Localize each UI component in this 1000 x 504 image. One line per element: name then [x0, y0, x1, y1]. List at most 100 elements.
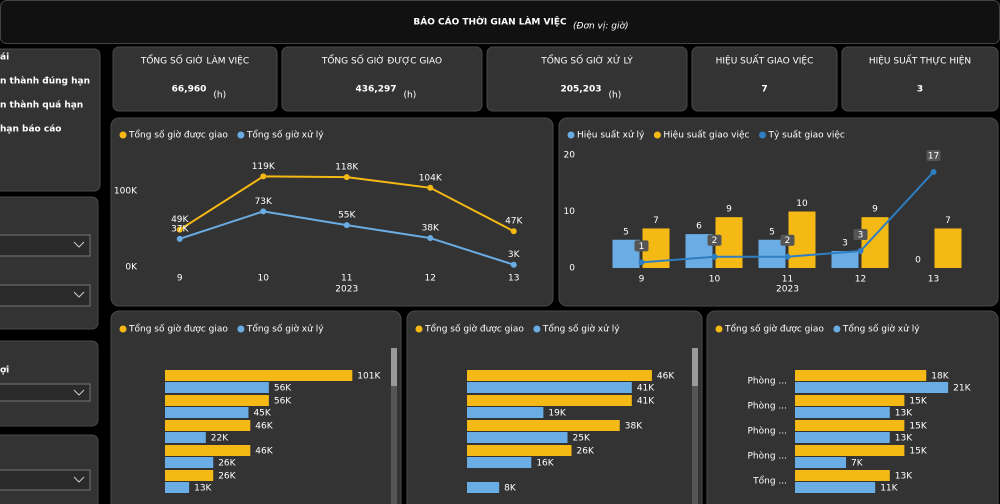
bar [831, 251, 859, 268]
legend-marker [237, 131, 245, 139]
bar [795, 382, 949, 393]
legend-label: Tổng số giờ được giao [128, 130, 228, 141]
data-label: 46K [255, 422, 273, 432]
sidebar-item[interactable]: n thành đúng hạn [0, 77, 90, 87]
filter-label: ợi [0, 366, 9, 376]
line-point [510, 261, 517, 268]
data-label: 2 [785, 236, 791, 246]
bar [165, 407, 249, 418]
data-label: 15K [909, 397, 927, 407]
bar [934, 228, 962, 268]
legend-marker [653, 131, 661, 139]
scrollbar [692, 348, 698, 504]
scroll-thumb [692, 348, 698, 386]
dropdown[interactable] [0, 234, 91, 257]
bar [467, 395, 632, 406]
bar [467, 420, 620, 431]
chevron [73, 241, 85, 248]
sidebar-item[interactable]: hạn báo cáo [0, 125, 61, 135]
x-tick-label: 11 [341, 274, 352, 284]
y-tick-label: Phòng ... [748, 376, 788, 387]
dropdown[interactable] [0, 383, 91, 402]
kpi-value: 205,203 [561, 85, 602, 95]
data-label: 3 [858, 231, 864, 241]
bar [467, 407, 544, 418]
line-point [176, 235, 183, 242]
data-label-box [707, 234, 722, 246]
data-label: 25K [573, 434, 591, 444]
x-tick-label: 13 [508, 274, 519, 284]
x-tick-label: 9 [177, 274, 183, 284]
data-label: 3 [842, 239, 848, 249]
sidebar-item[interactable]: n thành quá hạn [0, 101, 83, 111]
bar [165, 432, 206, 443]
kpi-value: 7 [761, 85, 767, 95]
kpi-card [112, 46, 278, 112]
bar [795, 420, 905, 431]
y-tick-label: 10 [564, 207, 576, 217]
data-label-box [634, 240, 649, 252]
chevron [73, 291, 85, 298]
x-axis-label: 2023 [776, 285, 799, 295]
data-label: 13K [895, 434, 913, 444]
dropdown[interactable] [0, 469, 91, 491]
x-tick-label: 12 [425, 274, 436, 284]
page-title: BÁO CÁO THỜI GIAN LÀM VIỆC [413, 16, 567, 28]
bar [165, 395, 269, 406]
line-point [784, 253, 791, 260]
sidebar-item[interactable]: ái [0, 53, 9, 63]
y-tick-label: Phòng ... [748, 451, 788, 462]
line-point [427, 235, 434, 242]
legend-marker [567, 131, 575, 139]
bar [795, 445, 905, 456]
chevron [73, 476, 85, 483]
data-label: 18K [931, 372, 949, 382]
line-point [343, 222, 350, 229]
legend-label: Hiệu suất xử lý [577, 130, 645, 141]
bar [467, 445, 572, 456]
legend-label: Hiệu suất giao việc [663, 130, 749, 141]
dropdown[interactable] [0, 284, 91, 307]
chart-panel [110, 117, 554, 307]
data-label: 26K [218, 459, 236, 469]
x-axis-label: 2023 [335, 285, 358, 295]
data-label-box [926, 149, 941, 161]
legend-marker [715, 325, 723, 333]
line-point [176, 226, 183, 233]
data-label: 118K [335, 163, 359, 173]
data-label: 5 [623, 227, 629, 237]
data-label: 37K [171, 224, 189, 234]
data-label: 41K [637, 397, 655, 407]
bar [165, 445, 251, 456]
legend-marker [119, 131, 127, 139]
data-label: 9 [726, 205, 732, 215]
kpi-value: 3 [917, 85, 923, 95]
y-tick-label: 0 [569, 264, 575, 274]
x-tick-label: 10 [709, 275, 721, 285]
y-tick-label: 0K [125, 263, 138, 273]
scrollbar [391, 348, 397, 504]
data-label: 26K [577, 447, 595, 457]
data-label: 13K [194, 484, 212, 494]
bar [467, 457, 532, 468]
data-label-box [853, 229, 868, 241]
legend-label: Tổng số giờ xử lý [246, 324, 324, 335]
kpi-card [281, 46, 483, 112]
kpi-label: HIỆU SUẤT GIAO VIỆC [716, 55, 814, 67]
bar [795, 470, 890, 481]
line-point [427, 184, 434, 191]
legend-marker [415, 325, 423, 333]
data-label: 13K [895, 472, 913, 482]
kpi-label: TỔNG SỐ GIỜ ĐƯỢC GIAO [321, 54, 442, 67]
kpi-unit: (h) [609, 91, 622, 101]
data-label: 6 [696, 222, 702, 232]
y-tick-label: Tổng ... [752, 476, 787, 487]
data-label: 45K [253, 409, 271, 419]
data-label: 15K [909, 447, 927, 457]
chevron [73, 389, 85, 396]
bar [165, 470, 214, 481]
legend-marker [833, 325, 841, 333]
bar [467, 432, 568, 443]
bar [795, 395, 905, 406]
